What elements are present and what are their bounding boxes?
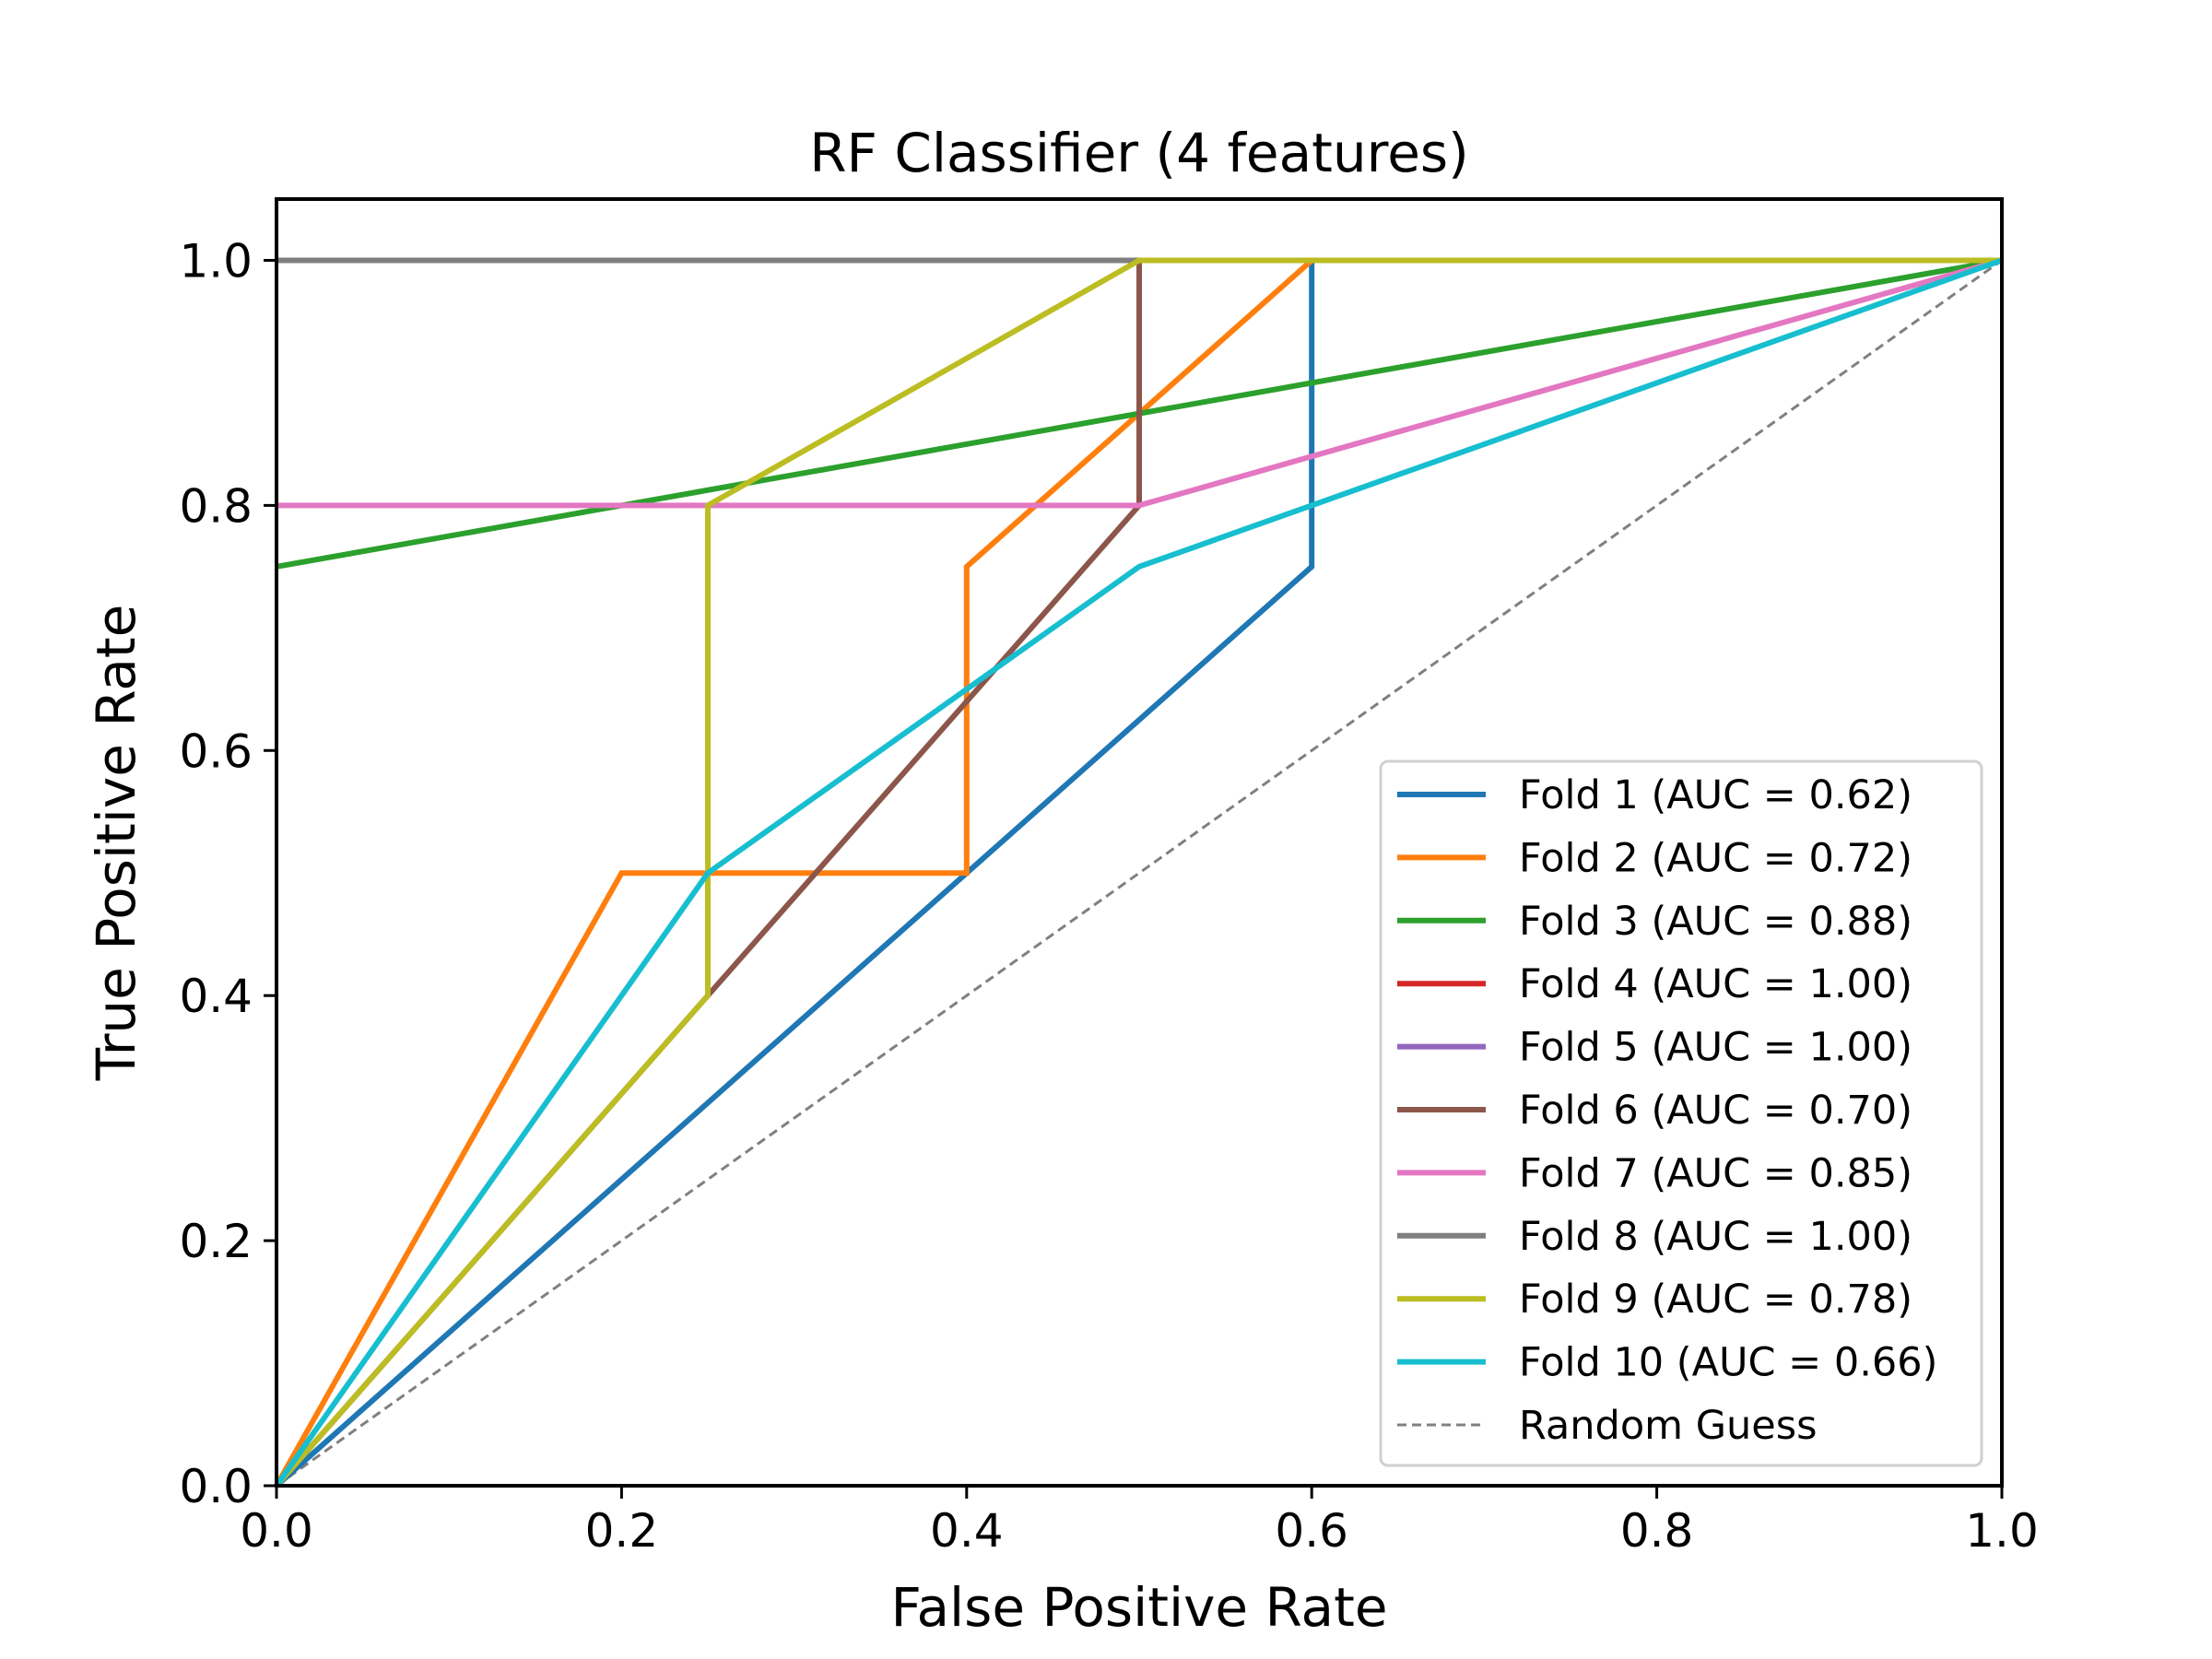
legend-label-fold-4: Fold 4 (AUC = 1.00) bbox=[1519, 961, 1912, 1007]
y-axis-label: True Positive Rate bbox=[85, 605, 147, 1082]
x-tick-label: 1.0 bbox=[1965, 1504, 2039, 1558]
x-tick-label: 0.0 bbox=[240, 1504, 313, 1558]
series-line-fold-7 bbox=[276, 257, 2003, 509]
chart-title: RF Classifier (4 features) bbox=[809, 122, 1469, 184]
legend: Fold 1 (AUC = 0.62) Fold 2 (AUC = 0.72) Fo… bbox=[1379, 759, 1983, 1467]
series-line-fold-10 bbox=[274, 257, 2004, 1488]
legend-label-fold-6: Fold 6 (AUC = 0.70) bbox=[1519, 1088, 1912, 1134]
x-tick-label: 0.8 bbox=[1620, 1504, 1694, 1558]
legend-box bbox=[1379, 759, 1983, 1467]
legend-label-fold-5: Fold 5 (AUC = 1.00) bbox=[1519, 1025, 1912, 1071]
y-tick-label: 0.2 bbox=[179, 1215, 253, 1268]
legend-label-fold-2: Fold 2 (AUC = 0.72) bbox=[1519, 835, 1912, 881]
plot-area bbox=[274, 257, 2004, 1488]
legend-label-fold-1: Fold 1 (AUC = 0.62) bbox=[1519, 772, 1912, 818]
legend-label-fold-8: Fold 8 (AUC = 1.00) bbox=[1519, 1214, 1912, 1260]
axes-frame bbox=[275, 197, 2004, 1488]
y-tick-label: 0.8 bbox=[179, 479, 253, 533]
y-tick-label: 0.0 bbox=[179, 1460, 253, 1513]
y-axis: 0.0 0.2 0.4 0.6 0.8 1.0 bbox=[179, 234, 276, 1513]
legend-label-fold-7: Fold 7 (AUC = 0.85) bbox=[1519, 1150, 1912, 1196]
y-tick-label: 0.6 bbox=[179, 724, 253, 778]
x-tick-label: 0.2 bbox=[585, 1504, 659, 1558]
series-line-fold-9 bbox=[274, 257, 2002, 1488]
y-tick-label: 1.0 bbox=[179, 234, 253, 288]
legend-label-random-guess: Random Guess bbox=[1519, 1403, 1818, 1449]
x-axis: 0.0 0.2 0.4 0.6 0.8 1.0 bbox=[240, 1486, 2039, 1558]
legend-label-fold-9: Fold 9 (AUC = 0.78) bbox=[1519, 1277, 1912, 1323]
x-tick-label: 0.6 bbox=[1275, 1504, 1348, 1558]
x-axis-label: False Positive Rate bbox=[890, 1576, 1387, 1639]
y-tick-label: 0.4 bbox=[179, 970, 253, 1023]
legend-label-fold-10: Fold 10 (AUC = 0.66) bbox=[1519, 1340, 1937, 1386]
legend-label-fold-3: Fold 3 (AUC = 0.88) bbox=[1519, 899, 1912, 945]
random-guess-line bbox=[276, 259, 2003, 1488]
x-tick-label: 0.4 bbox=[930, 1504, 1004, 1558]
